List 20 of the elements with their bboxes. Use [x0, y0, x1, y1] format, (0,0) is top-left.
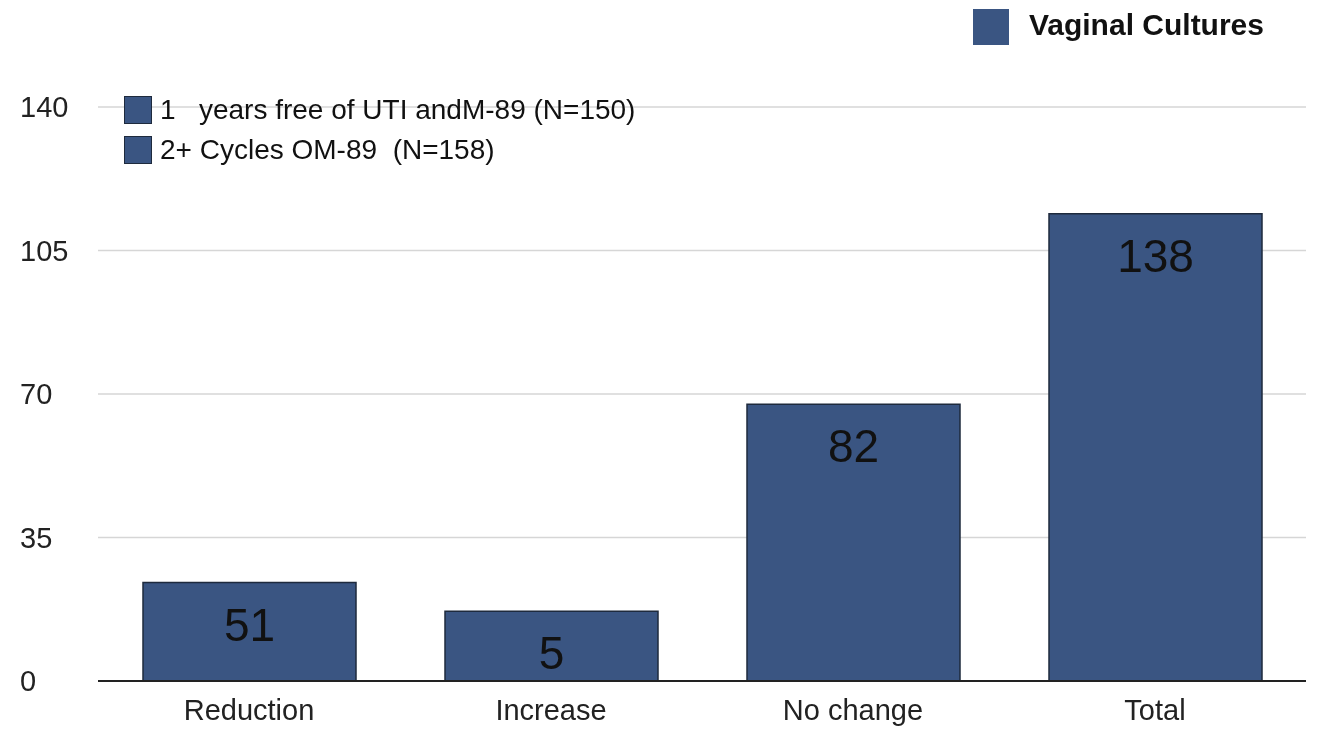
x-tick-label: Increase	[495, 693, 607, 726]
annotation: 1 years free of UTI andM-89 (N=150)	[160, 94, 636, 126]
x-tick-label: Total	[1124, 693, 1186, 726]
y-tick-label: 70	[20, 378, 53, 411]
y-tick-label: 0	[20, 665, 37, 698]
y-tick-label: 35	[20, 521, 53, 554]
annotation: 2+ Cycles OM-89 (N=158)	[160, 134, 495, 166]
text: 51	[223, 598, 276, 651]
x-tick-label: No change	[782, 693, 924, 726]
text: 82	[827, 420, 880, 473]
y-tick-label: 140	[20, 91, 69, 124]
bar	[142, 581, 357, 681]
legend-label: Vaginal Cultures	[1028, 8, 1264, 41]
text: 5	[538, 627, 565, 680]
bar	[746, 403, 961, 681]
bar	[1048, 212, 1263, 681]
text: 138	[1117, 229, 1194, 282]
bar	[444, 610, 659, 681]
y-tick-label: 105	[20, 234, 69, 267]
x-tick-label: Reduction	[183, 693, 315, 726]
